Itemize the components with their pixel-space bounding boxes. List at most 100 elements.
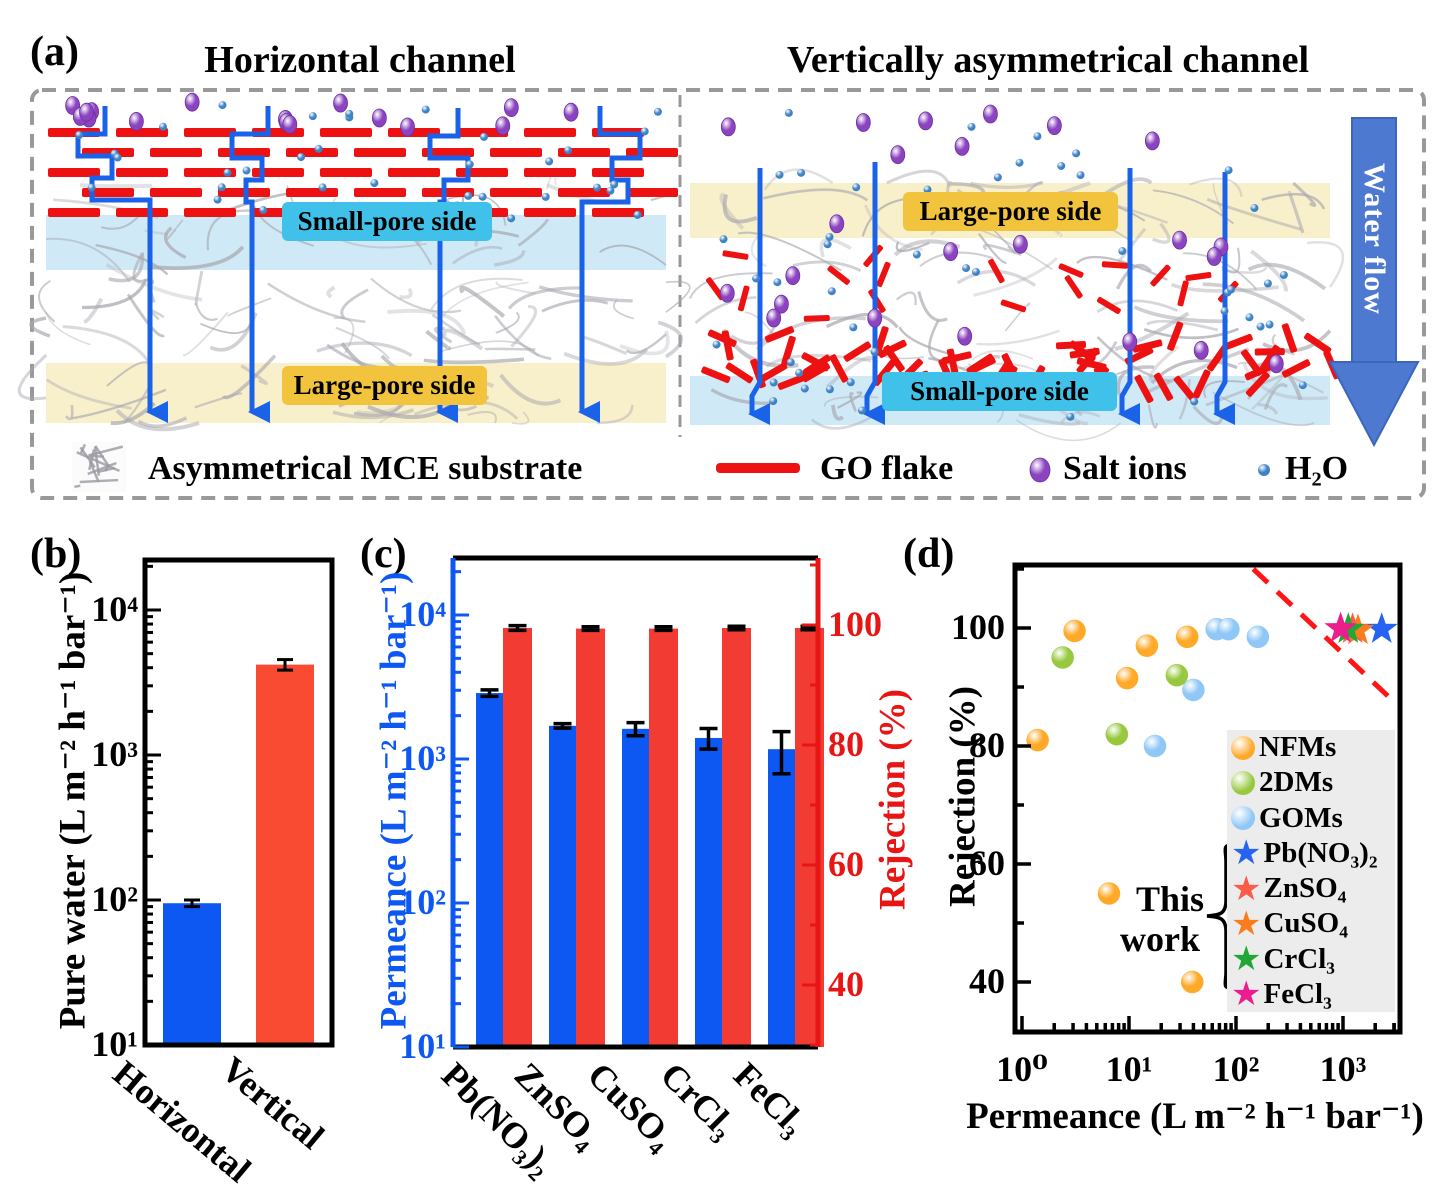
go-flake <box>150 188 202 197</box>
water-molecule <box>827 287 836 296</box>
water-molecule <box>784 108 793 117</box>
go-flake <box>524 128 576 137</box>
substrate-fiber <box>83 297 104 324</box>
substrate-fiber <box>831 404 844 421</box>
y-tick-label: 100 <box>951 607 1005 647</box>
panel-d-frame <box>1012 562 1403 1035</box>
go-flake <box>490 188 542 197</box>
water-molecule <box>345 109 354 118</box>
star-marker <box>1365 612 1398 643</box>
go-flake <box>701 366 731 384</box>
substrate-fiber <box>864 204 923 252</box>
water-molecule <box>857 406 866 415</box>
y-tick-label: 10⁴ <box>399 594 446 634</box>
substrate-fiber <box>182 311 229 357</box>
permeance-bar <box>476 693 503 1047</box>
substrate-fiber <box>1146 319 1219 332</box>
water-molecule <box>1015 158 1024 167</box>
go-flake-icon <box>716 463 800 473</box>
salt-ion <box>890 145 906 164</box>
substrate-fiber <box>1015 419 1122 442</box>
water-molecule <box>825 385 834 394</box>
go-flake <box>1173 375 1197 402</box>
go-flake <box>116 208 168 217</box>
go-flake <box>781 335 796 366</box>
substrate-fiber <box>507 286 581 310</box>
go-flake <box>592 208 644 217</box>
substrate-fiber <box>115 409 200 432</box>
salt-ion <box>954 136 970 156</box>
substrate-fiber <box>495 311 520 334</box>
substrate-fiber <box>316 341 413 358</box>
legend-item-pbno32: ★ Pb(NO₃)₂ <box>1231 836 1395 870</box>
substrate-fiber <box>763 168 834 191</box>
salt-ion <box>128 112 144 131</box>
legend-item-crcl3: ★ CrCl₃ <box>1231 942 1395 976</box>
salt-ion <box>79 102 94 122</box>
scatter-point-nfms <box>1097 882 1121 905</box>
go-flake <box>1069 347 1100 359</box>
substrate-fiber <box>45 312 91 346</box>
star-icon: ★ <box>1231 974 1262 1015</box>
substrate-fiber <box>1144 347 1250 395</box>
substrate-fiber <box>442 328 484 351</box>
water-molecule <box>242 166 251 175</box>
substrate-fiber <box>1152 222 1171 244</box>
substrate-fiber <box>792 260 862 273</box>
salt-ion <box>1172 230 1187 250</box>
substrate-fiber <box>227 297 272 318</box>
y-tick-label: 10² <box>399 882 446 922</box>
small-pore-side-label-right: Small-pore side <box>882 372 1117 411</box>
substrate-fiber <box>430 277 523 310</box>
go-flake <box>1064 275 1083 299</box>
water-molecule <box>464 191 473 200</box>
substrate-fiber <box>1257 402 1279 415</box>
legend-salt-ions-label: Salt ions <box>1063 450 1187 487</box>
bar-horizontal <box>163 903 221 1045</box>
go-flake <box>1192 369 1211 399</box>
scatter-point-nfms <box>1135 634 1159 657</box>
legend-item-znso4: ★ ZnSO₄ <box>1231 872 1395 906</box>
water-channel-arrow <box>75 106 168 423</box>
substrate-fiber <box>1170 283 1279 293</box>
water-flow-arrow-shaft <box>1351 117 1397 367</box>
substrate-fiber <box>886 169 952 188</box>
y-tick-label: 10³ <box>399 738 446 778</box>
substrate-fiber <box>221 354 277 400</box>
go-flake <box>422 188 474 197</box>
water-molecule <box>545 157 554 166</box>
substrate-fiber <box>62 325 152 365</box>
x-tick-label: 10⁰ <box>996 1049 1048 1089</box>
water-molecule <box>653 107 662 116</box>
permeance-bar <box>768 749 795 1047</box>
water-molecule <box>592 183 601 192</box>
go-flake <box>286 188 338 197</box>
substrate-fiber <box>823 396 879 407</box>
substrate-fiber <box>612 299 634 320</box>
substrate-fiber <box>973 256 1059 297</box>
water-molecule <box>259 206 268 215</box>
water-molecule <box>87 183 96 192</box>
substrate-fiber <box>45 378 133 410</box>
substrate-fiber <box>819 237 852 258</box>
water-molecule <box>479 132 488 141</box>
legend-label: GOMs <box>1259 801 1343 834</box>
salt-ion <box>333 93 348 113</box>
salt-ion <box>719 283 735 303</box>
water-molecule <box>797 168 806 177</box>
water-molecule <box>1250 204 1259 213</box>
go-flake <box>1244 362 1274 381</box>
panel-b-frame <box>142 557 335 1048</box>
water-molecule <box>158 122 167 131</box>
go-flake <box>707 329 737 347</box>
go-flake <box>1058 263 1084 278</box>
substrate-fiber <box>1183 252 1258 290</box>
legend-label: ZnSO₄ <box>1263 872 1347 905</box>
legend-item-2dms: 2DMs <box>1231 766 1395 800</box>
water-molecule <box>923 185 932 194</box>
substrate-fiber <box>755 316 866 351</box>
large-pore-side-label-left: Large-pore side <box>282 366 487 405</box>
y-tick-label: 60 <box>969 843 1005 883</box>
rejection-bar <box>503 628 532 1047</box>
